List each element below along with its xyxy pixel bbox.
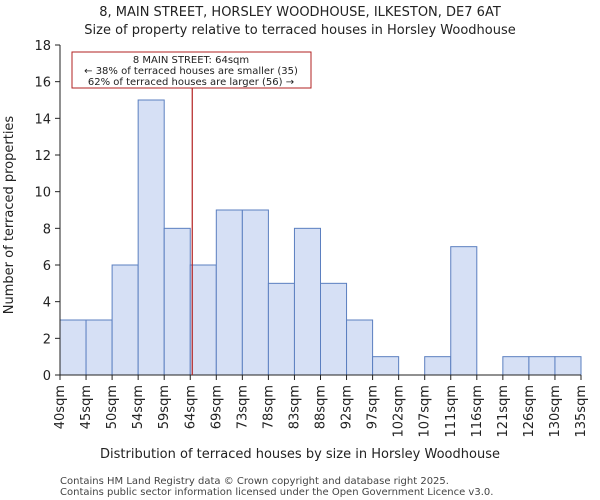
bar-64sqm	[189, 264, 217, 376]
bar-107sqm	[424, 356, 452, 376]
y-tick-label: 18	[34, 39, 51, 54]
bar-83sqm	[293, 227, 322, 376]
x-tick-label: 73sqm	[235, 385, 250, 429]
x-tick-label: 50sqm	[105, 385, 120, 429]
y-ticks: 0 2 4 6 8 10 12 14 16 18	[34, 39, 60, 384]
bar-92sqm	[346, 319, 374, 376]
bar-121sqm	[502, 356, 530, 376]
bar-130sqm	[554, 356, 582, 376]
y-tick-label: 4	[43, 296, 51, 311]
x-tick-label: 40sqm	[53, 385, 68, 429]
bar-40sqm	[59, 319, 87, 376]
y-axis-label: Number of terraced properties	[2, 116, 17, 315]
y-tick-label: 0	[43, 369, 51, 384]
bar-54sqm	[137, 99, 165, 376]
y-tick-label: 12	[34, 149, 51, 164]
x-tick-label: 130sqm	[548, 385, 563, 438]
bar-88sqm	[320, 282, 348, 376]
y-tick-label: 2	[43, 332, 51, 347]
y-tick-label: 16	[34, 76, 51, 91]
chart-subtitle: Size of property relative to terraced ho…	[84, 23, 516, 38]
bar-59sqm	[163, 227, 191, 376]
x-tick-label: 135sqm	[574, 385, 589, 438]
annotation-line-1: 8 MAIN STREET: 64sqm	[133, 55, 249, 66]
footer-line-1: Contains HM Land Registry data © Crown c…	[60, 476, 449, 487]
chart-title: 8, MAIN STREET, HORSLEY WOODHOUSE, ILKES…	[99, 5, 501, 20]
x-tick-label: 107sqm	[418, 385, 433, 438]
x-axis-label: Distribution of terraced houses by size …	[100, 447, 500, 462]
x-tick-label: 88sqm	[314, 385, 329, 429]
bar-45sqm	[85, 319, 113, 376]
x-tick-label: 97sqm	[366, 385, 381, 429]
x-tick-label: 92sqm	[340, 385, 355, 429]
x-tick-label: 78sqm	[261, 385, 276, 429]
x-tick-label: 69sqm	[209, 385, 224, 429]
x-tick-label: 45sqm	[79, 385, 94, 429]
bar-69sqm	[215, 209, 243, 376]
bar-126sqm	[528, 356, 556, 376]
footer-line-2: Contains public sector information licen…	[60, 487, 493, 498]
x-tick-label: 111sqm	[444, 385, 459, 438]
bar-97sqm	[372, 356, 400, 376]
annotation-box	[71, 51, 312, 89]
x-tick-label: 102sqm	[392, 385, 407, 438]
bars-group	[59, 99, 582, 376]
x-tick-label: 59sqm	[157, 385, 172, 429]
bar-78sqm	[267, 282, 295, 376]
x-ticks: 40sqm 45sqm 50sqm 54sqm 59sqm 64sqm 69sqm 73sqm…	[53, 375, 589, 438]
x-tick-label: 54sqm	[131, 385, 146, 429]
y-tick-label: 6	[43, 259, 51, 274]
annotation-line-2: ← 38% of terraced houses are smaller (35…	[84, 66, 298, 77]
bar-111sqm	[450, 246, 478, 376]
x-tick-label: 116sqm	[470, 385, 485, 438]
bar-50sqm	[111, 264, 139, 376]
y-tick-label: 8	[43, 222, 51, 237]
x-tick-label: 126sqm	[522, 385, 537, 438]
bar-73sqm	[241, 209, 269, 376]
y-tick-label: 14	[34, 112, 51, 127]
x-tick-label: 121sqm	[496, 385, 511, 438]
x-tick-label: 83sqm	[287, 385, 302, 429]
annotation-line-3: 62% of terraced houses are larger (56) →	[88, 77, 294, 88]
x-tick-label: 64sqm	[183, 385, 198, 429]
y-tick-label: 10	[34, 186, 51, 201]
